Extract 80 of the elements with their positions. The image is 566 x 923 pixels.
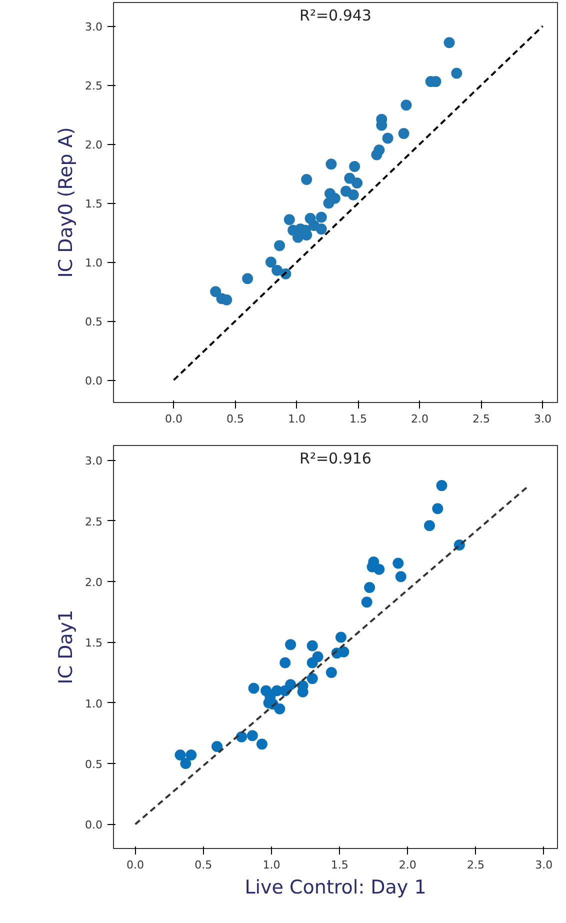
point — [361, 596, 372, 608]
point — [432, 503, 444, 514]
point — [349, 161, 360, 172]
x-tick-label: 1.0 — [262, 858, 280, 872]
point — [424, 520, 435, 532]
y-tick-label: 2.5 — [85, 80, 103, 93]
point — [395, 571, 406, 582]
y-tick-label: 2.0 — [85, 576, 103, 589]
point — [326, 667, 337, 678]
point — [271, 685, 282, 696]
x-tick-label: 0.5 — [226, 412, 244, 426]
point — [451, 68, 462, 79]
x-tick-label: 0.5 — [194, 858, 212, 872]
y-tick-label: 0.5 — [85, 758, 103, 772]
point — [210, 286, 222, 298]
y-axis-title: IC Day1 — [55, 610, 78, 684]
point — [382, 132, 394, 144]
point — [284, 214, 295, 226]
point — [306, 657, 318, 668]
y-axis-title: IC Day0 (Rep A) — [55, 127, 78, 278]
y-tick-label: 3.0 — [85, 454, 103, 468]
point — [352, 178, 363, 189]
point — [326, 158, 337, 170]
x-tick-label: 3.0 — [535, 858, 553, 872]
point — [180, 758, 192, 770]
point — [248, 682, 260, 694]
x-tick-label: 2.0 — [398, 858, 416, 872]
point — [335, 632, 346, 643]
point — [256, 738, 268, 750]
y-tick-label: 0.0 — [85, 818, 103, 832]
point — [246, 730, 258, 742]
point — [306, 640, 318, 652]
point — [236, 731, 248, 742]
point — [344, 172, 356, 184]
x-tick-label: 2.5 — [472, 412, 490, 426]
point — [174, 750, 186, 761]
y-tick-label: 1.5 — [85, 198, 103, 211]
point — [242, 273, 254, 284]
y-tick-label: 3.0 — [85, 20, 103, 34]
point — [436, 480, 448, 492]
x-tick-label: 1.0 — [288, 412, 306, 426]
point — [400, 100, 412, 111]
point — [371, 149, 382, 160]
point — [374, 564, 385, 575]
point — [272, 264, 283, 276]
point — [316, 224, 327, 235]
point — [444, 37, 455, 48]
annotation: R²=0.916 — [300, 450, 372, 468]
x-tick-label: 1.5 — [350, 412, 368, 426]
annotation: R²=0.943 — [300, 6, 372, 24]
x-tick-label: 3.0 — [534, 412, 552, 426]
point — [301, 174, 312, 185]
y-tick-label: 2.0 — [85, 138, 103, 152]
point — [212, 741, 223, 752]
x-tick-label: 0.0 — [165, 412, 183, 426]
y-tick-label: 1.0 — [85, 697, 103, 710]
y-tick-label: 0.5 — [85, 316, 103, 329]
point — [316, 212, 327, 223]
x-tick-label: 2.5 — [467, 858, 485, 872]
point — [280, 657, 291, 668]
x-tick-label: 2.0 — [411, 412, 428, 426]
y-tick-label: 2.5 — [85, 515, 103, 528]
point — [265, 256, 276, 268]
y-tick-label: 1.5 — [85, 636, 103, 650]
y-tick-label: 0.0 — [85, 374, 103, 388]
point — [338, 646, 350, 658]
point — [398, 128, 410, 139]
x-tick-label: 0.0 — [126, 858, 144, 872]
x-tick-label: 1.5 — [330, 858, 348, 872]
point — [348, 189, 359, 200]
point — [323, 198, 334, 209]
point — [186, 750, 197, 761]
point — [392, 558, 404, 569]
point — [364, 582, 376, 594]
point — [285, 639, 296, 650]
point — [274, 703, 286, 714]
x-axis-title: Live Control: Day 1 — [244, 876, 426, 898]
point — [306, 673, 318, 684]
y-tick-label: 1.0 — [85, 256, 103, 270]
point — [274, 240, 286, 252]
